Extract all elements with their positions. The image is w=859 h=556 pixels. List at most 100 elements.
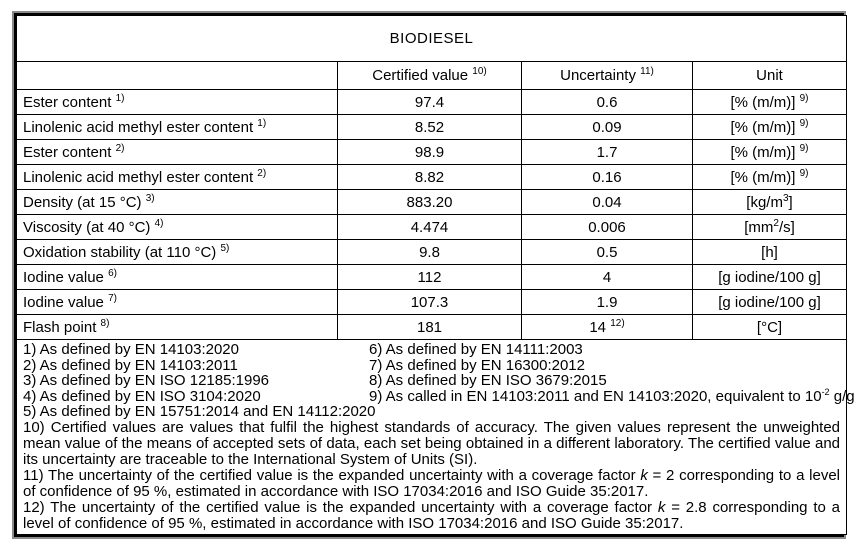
unit-text: [h]	[761, 243, 778, 261]
footnote-9-exponent: -2	[821, 386, 830, 397]
uncertainty-cell: 0.006	[521, 214, 693, 240]
param-footnote-ref: 5)	[220, 242, 230, 254]
uncertainty-cell: 0.16	[521, 164, 693, 190]
unit-superscript: 3	[782, 192, 789, 204]
param-footnote-ref: 7)	[108, 292, 117, 304]
unit-cell: [°C]	[691, 314, 848, 340]
unit-superscript: 9)	[799, 117, 809, 129]
param-label: Linolenic acid methyl ester content	[23, 168, 258, 186]
certificate-table-inner-border: BIODIESEL Certified value 10) Uncertaint…	[14, 13, 855, 537]
table-row: Oxidation stability (at 110 °C) 5) 9.8 0…	[16, 239, 848, 265]
value-cell: 107.3	[337, 289, 522, 315]
unit-cell: [mm2/s]	[691, 214, 848, 240]
value-cell: 8.82	[337, 164, 522, 190]
unit-text: [g iodine/100 g]	[718, 268, 821, 286]
unit-text: [% (m/m)]	[730, 118, 800, 136]
table-row: Linolenic acid methyl ester content 2) 8…	[16, 164, 848, 190]
table-row: Ester content 2) 98.9 1.7 [% (m/m)] 9)	[16, 139, 848, 165]
unit-cell: [g iodine/100 g]	[691, 289, 848, 315]
footnotes-row: 1) As defined by EN 14103:2020 2) As def…	[15, 339, 855, 535]
table-row: Linolenic acid methyl ester content 1) 8…	[16, 114, 848, 140]
unit-superscript: 2	[773, 217, 779, 229]
footnote-4: 4) As defined by EN ISO 3104:2020	[23, 387, 261, 405]
certified-value-header-label: Certified value	[372, 67, 473, 84]
certified-value-column-header: Certified value 10)	[337, 61, 522, 90]
footnote-9-text: 9) As called in EN 14103:2011 and EN 141…	[369, 387, 822, 405]
note-12-text-post: = 2.8 corresponding to a level of confid…	[23, 498, 841, 532]
uncertainty-cell: 0.6	[521, 89, 693, 115]
certified-values-table: BIODIESEL Certified value 10) Uncertaint…	[15, 15, 855, 535]
footnote-list-right: 6) As defined by EN 14111:2003 7) As def…	[369, 342, 855, 420]
param-cell: Oxidation stability (at 110 °C) 5)	[16, 239, 338, 265]
note-12-k-symbol: k	[657, 498, 666, 516]
param-footnote-ref: 1)	[257, 117, 267, 129]
uncertainty-value: 0.5	[596, 243, 618, 261]
note-11: 11) The uncertainty of the certified val…	[23, 466, 841, 500]
note-11-k-symbol: k	[640, 466, 648, 484]
table-row: Iodine value 7) 107.3 1.9 [g iodine/100 …	[16, 289, 848, 315]
unit-cell: [h]	[691, 239, 848, 265]
uncertainty-value: 0.006	[588, 218, 626, 236]
unit-text: [kg/m	[746, 193, 783, 211]
footnote-8: 8) As defined by EN ISO 3679:2015	[369, 372, 607, 389]
note-12: 12) The uncertainty of the certified val…	[23, 498, 841, 532]
title-row: BIODIESEL	[15, 15, 848, 62]
param-footnote-ref: 2)	[115, 142, 125, 154]
unit-text: [% (m/m)]	[730, 93, 800, 111]
table-row: Ester content 1) 97.4 0.6 [% (m/m)] 9)	[16, 89, 848, 115]
param-footnote-ref: 8)	[100, 317, 110, 329]
uncertainty-value: 14	[589, 318, 611, 336]
unit-text: [% (m/m)]	[730, 143, 800, 161]
value-cell: 883.20	[337, 189, 522, 215]
param-footnote-ref: 6)	[108, 267, 117, 279]
page-title: BIODIESEL	[15, 15, 848, 62]
param-cell: Flash point 8)	[16, 314, 338, 340]
uncertainty-value: 0.09	[592, 118, 622, 136]
value-cell: 112	[337, 264, 522, 290]
uncertainty-header-label: Uncertainty	[560, 67, 641, 84]
param-cell: Linolenic acid methyl ester content 1)	[16, 114, 338, 140]
footnote-9-text-post: g/g	[829, 387, 855, 405]
unit-text-post: /s]	[778, 218, 795, 236]
empty-header-cell	[16, 61, 338, 90]
value-cell: 4.474	[337, 214, 522, 240]
uncertainty-cell: 14 12)	[521, 314, 693, 340]
unit-column-header: Unit	[691, 61, 848, 90]
param-cell: Iodine value 6)	[16, 264, 338, 290]
param-label: Oxidation stability (at 110 °C)	[23, 243, 221, 261]
value-cell: 181	[337, 314, 522, 340]
uncertainty-value: 0.04	[592, 193, 622, 211]
param-footnote-ref: 2)	[257, 167, 267, 179]
unit-text-post: ]	[788, 193, 793, 211]
uncertainty-cell: 1.9	[521, 289, 693, 315]
note-10: 10) Certified values are values that ful…	[23, 418, 841, 468]
table-row: Density (at 15 °C) 3) 883.20 0.04 [kg/m3…	[16, 189, 848, 215]
note-11-text-post: = 2 corresponding to a level of confiden…	[23, 466, 841, 500]
unit-text: [% (m/m)]	[730, 168, 800, 186]
param-cell: Density (at 15 °C) 3)	[16, 189, 338, 215]
uncertainty-footnote-ref: 12)	[610, 317, 625, 329]
param-footnote-ref: 4)	[154, 217, 164, 229]
uncertainty-column-header: Uncertainty 11)	[521, 61, 693, 90]
unit-superscript: 9)	[799, 142, 809, 154]
param-label: Iodine value	[23, 268, 109, 286]
certificate-table-frame: BIODIESEL Certified value 10) Uncertaint…	[12, 11, 855, 539]
unit-cell: [% (m/m)] 9)	[691, 89, 848, 115]
uncertainty-value: 0.16	[592, 168, 622, 186]
param-label: Ester content	[23, 93, 116, 111]
uncertainty-cell: 4	[521, 264, 693, 290]
unit-superscript: 9)	[799, 167, 809, 179]
footnote-list-left: 1) As defined by EN 14103:2020 2) As def…	[23, 342, 376, 420]
param-label: Linolenic acid methyl ester content	[23, 118, 258, 136]
value-cell: 97.4	[337, 89, 522, 115]
value-cell: 98.9	[337, 139, 522, 165]
table-row: Iodine value 6) 112 4 [g iodine/100 g]	[16, 264, 848, 290]
footnote-5: 5) As defined by EN 15751:2014 and EN 14…	[23, 403, 376, 420]
unit-cell: [g iodine/100 g]	[691, 264, 848, 290]
uncertainty-cell: 1.7	[521, 139, 693, 165]
unit-text: [g iodine/100 g]	[718, 293, 821, 311]
note-12-text: 12) The uncertainty of the certified val…	[23, 498, 658, 516]
footnote-6: 6) As defined by EN 14111:2003	[369, 341, 583, 358]
unit-cell: [% (m/m)] 9)	[691, 139, 848, 165]
